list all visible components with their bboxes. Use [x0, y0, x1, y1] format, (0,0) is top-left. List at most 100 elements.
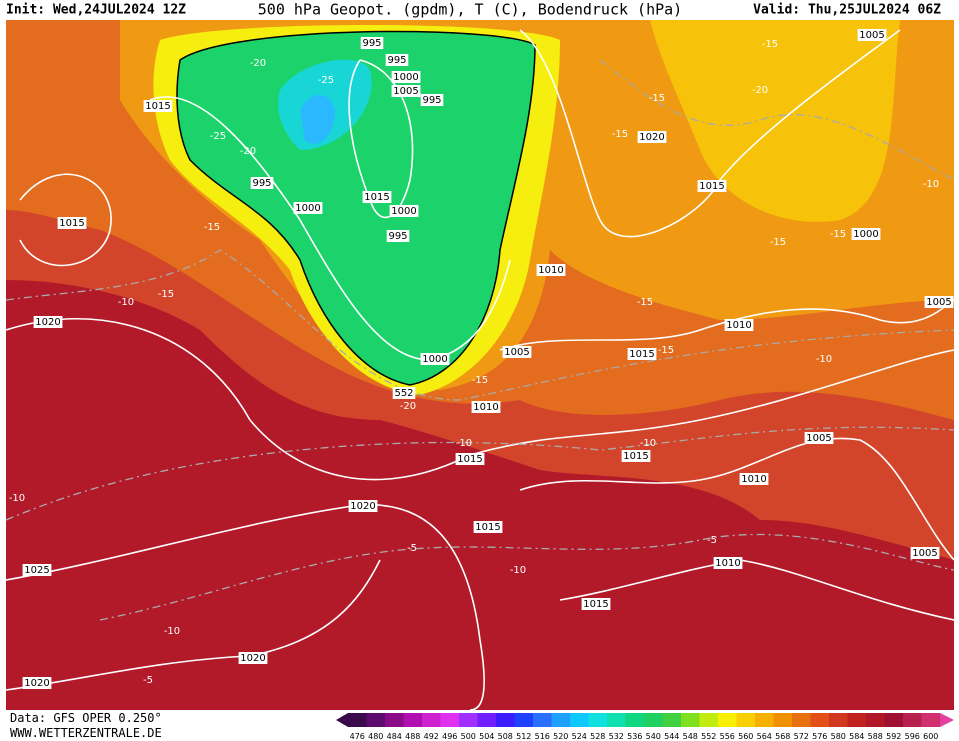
label-box — [455, 453, 485, 465]
colorbar-cell — [459, 713, 478, 727]
colorbar-label: 524 — [572, 732, 587, 741]
colorbar-cell — [884, 713, 904, 727]
label-box — [581, 598, 611, 610]
label-box — [238, 652, 268, 664]
map-label: 1015 — [623, 451, 648, 462]
label-box — [360, 37, 384, 49]
colorbar-label: 484 — [387, 732, 402, 741]
label-box — [22, 677, 52, 689]
map-label: 1020 — [24, 678, 49, 689]
map-label: 1020 — [350, 501, 375, 512]
map-label: -10 — [9, 493, 25, 504]
map-label: 1015 — [699, 181, 724, 192]
map-label: 1015 — [59, 218, 84, 229]
label-box — [420, 353, 450, 365]
label-box — [851, 228, 881, 240]
colorbar-cell — [570, 713, 589, 727]
map-label: 1005 — [859, 30, 884, 41]
colorbar-label: 508 — [498, 732, 513, 741]
valid-time: Valid: Thu,25JUL2024 06Z — [753, 3, 941, 18]
colorbar-cell — [736, 713, 756, 727]
colorbar-label: 576 — [812, 732, 827, 741]
map-label: -20 — [752, 85, 768, 96]
colorbar-label: 520 — [553, 732, 568, 741]
map-label: -15 — [637, 297, 653, 308]
data-source: Data: GFS OPER 0.250° — [10, 711, 162, 725]
label-box — [143, 100, 173, 112]
label-box — [389, 205, 419, 217]
isotherm — [6, 249, 954, 401]
label-box — [420, 94, 444, 106]
colorbar-label: 528 — [590, 732, 605, 741]
contour-552 — [176, 30, 536, 386]
map-label: -10 — [118, 297, 134, 308]
map-label: -15 — [204, 222, 220, 233]
colorbar-label: 532 — [609, 732, 624, 741]
colorbar-label: 552 — [701, 732, 716, 741]
label-box — [697, 180, 727, 192]
colorbar: 476 480 484 488 492 496 500 504 508 512 516 520 524 5… — [336, 713, 954, 741]
map-label: 1015 — [583, 599, 608, 610]
colorbar-cell — [366, 713, 386, 727]
colorbar-cell — [551, 713, 571, 727]
colorbar-label: 568 — [775, 732, 790, 741]
map-label: 1015 — [364, 192, 389, 203]
label-box — [386, 230, 410, 242]
site-url: WWW.WETTERZENTRALE.DE — [10, 726, 162, 740]
colorbar-cell — [385, 713, 404, 727]
colorbar-label: 504 — [479, 732, 494, 741]
map-label: -15 — [762, 39, 778, 50]
map-label: 1005 — [806, 433, 831, 444]
colorbar-label: 596 — [905, 732, 920, 741]
map-label: 1005 — [912, 548, 937, 559]
map-label: 1025 — [24, 565, 49, 576]
map-label: 995 — [388, 231, 407, 242]
map-label: -25 — [318, 75, 334, 86]
init-time: Init: Wed,24JUL2024 12Z — [6, 3, 186, 18]
map-label: 995 — [252, 178, 271, 189]
map-label: 1000 — [393, 72, 418, 83]
colorbar-label: 500 — [461, 732, 476, 741]
colorbar-cell — [903, 713, 922, 727]
label-box — [391, 85, 421, 97]
label-box — [857, 29, 887, 41]
colorbar-cell — [533, 713, 552, 727]
colorbar-label: 480 — [368, 732, 383, 741]
label-box — [57, 217, 87, 229]
colorbar-cell — [496, 713, 515, 727]
colorbar-label: 556 — [720, 732, 735, 741]
label-box — [637, 131, 667, 143]
colorbar-cell — [718, 713, 737, 727]
colorbar-label: 584 — [849, 732, 864, 741]
map-label: -10 — [510, 565, 526, 576]
map-label: -5 — [707, 535, 717, 546]
map-label: -15 — [830, 229, 846, 240]
map-label: -15 — [658, 345, 674, 356]
colorbar-cell — [847, 713, 867, 727]
colorbar-label: 540 — [646, 732, 661, 741]
colorbar-cell — [755, 713, 774, 727]
field-band — [177, 31, 535, 386]
colorbar-label: 548 — [683, 732, 698, 741]
label-box — [739, 473, 769, 485]
map-label: 1020 — [240, 653, 265, 664]
map-label: -5 — [143, 675, 153, 686]
isobar — [519, 29, 901, 238]
colorbar-label: 592 — [886, 732, 901, 741]
colorbar-label: 512 — [516, 732, 531, 741]
colorbar-label: 536 — [627, 732, 642, 741]
colorbar-label: 564 — [757, 732, 772, 741]
map-label: 1005 — [504, 347, 529, 358]
map-label: -15 — [612, 129, 628, 140]
map-label: -20 — [400, 401, 416, 412]
label-box — [385, 54, 409, 66]
label-box — [392, 387, 416, 399]
isobar — [19, 173, 112, 267]
isobar — [519, 437, 954, 561]
label-box — [910, 547, 940, 559]
label-box — [502, 346, 532, 358]
isobar — [499, 299, 954, 351]
field-band — [650, 20, 900, 222]
